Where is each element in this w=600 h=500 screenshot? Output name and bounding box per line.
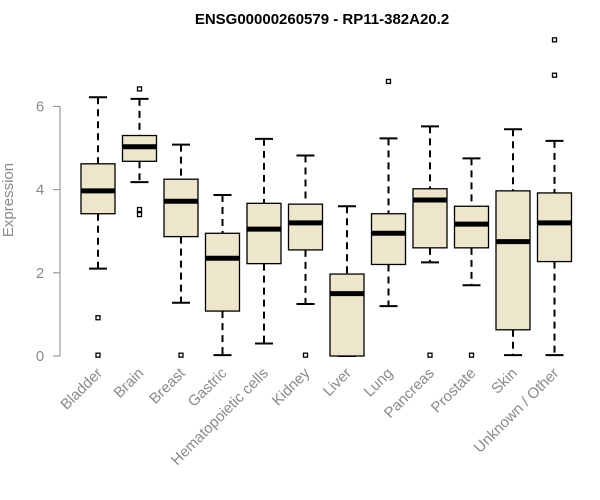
- x-tick-label: Kidney: [269, 364, 314, 409]
- box-iqr: [370, 213, 407, 266]
- outlier-point: [551, 72, 558, 78]
- chart-title: ENSG00000260579 - RP11-382A20.2: [195, 11, 449, 28]
- box-iqr: [246, 202, 282, 265]
- outlier-point: [551, 37, 558, 43]
- outlier-point: [95, 315, 101, 321]
- x-tick-label: Bladder: [57, 365, 106, 414]
- box-liver: [329, 205, 365, 357]
- box-hematopoietic-cells: [246, 137, 282, 345]
- x-tick-label: Skin: [488, 365, 521, 398]
- outlier-point: [302, 352, 309, 358]
- box-breast: [163, 143, 199, 358]
- outlier-point: [136, 206, 143, 213]
- y-tick-label: 2: [36, 265, 44, 282]
- outlier-point: [427, 352, 433, 358]
- box-iqr: [329, 273, 365, 357]
- x-tick-label: Liver: [320, 365, 355, 400]
- y-tick-label: 6: [36, 98, 44, 115]
- x-tick-label: Lung: [361, 365, 397, 401]
- box-kidney: [287, 154, 324, 358]
- x-tick-label: Brain: [111, 365, 148, 402]
- box-iqr: [453, 205, 490, 249]
- box-group: [80, 37, 573, 358]
- y-axis: 0 2 4 6: [36, 98, 61, 365]
- box-iqr: [163, 178, 199, 238]
- box-pancreas: [412, 125, 448, 358]
- outlier-point: [468, 352, 475, 358]
- box-iqr: [536, 192, 573, 263]
- outlier-point: [136, 211, 143, 218]
- box-brain: [121, 86, 158, 218]
- box-lung: [370, 78, 407, 308]
- y-tick-label: 0: [36, 348, 44, 365]
- box-gastric: [204, 194, 241, 357]
- box-skin: [495, 128, 531, 357]
- y-axis-label: Expression: [0, 163, 17, 237]
- box-unknown-other: [536, 37, 573, 357]
- x-tick-label: Prostate: [428, 365, 480, 417]
- outlier-point: [385, 78, 392, 85]
- outlier-point: [178, 352, 184, 358]
- x-tick-label: Breast: [146, 364, 189, 407]
- y-tick-label: 4: [36, 182, 44, 199]
- outlier-point: [95, 352, 101, 358]
- box-iqr: [287, 203, 324, 251]
- box-iqr: [204, 232, 241, 312]
- outlier-point: [136, 86, 143, 92]
- box-iqr: [495, 190, 531, 331]
- box-bladder: [80, 96, 116, 358]
- box-prostate: [453, 157, 490, 358]
